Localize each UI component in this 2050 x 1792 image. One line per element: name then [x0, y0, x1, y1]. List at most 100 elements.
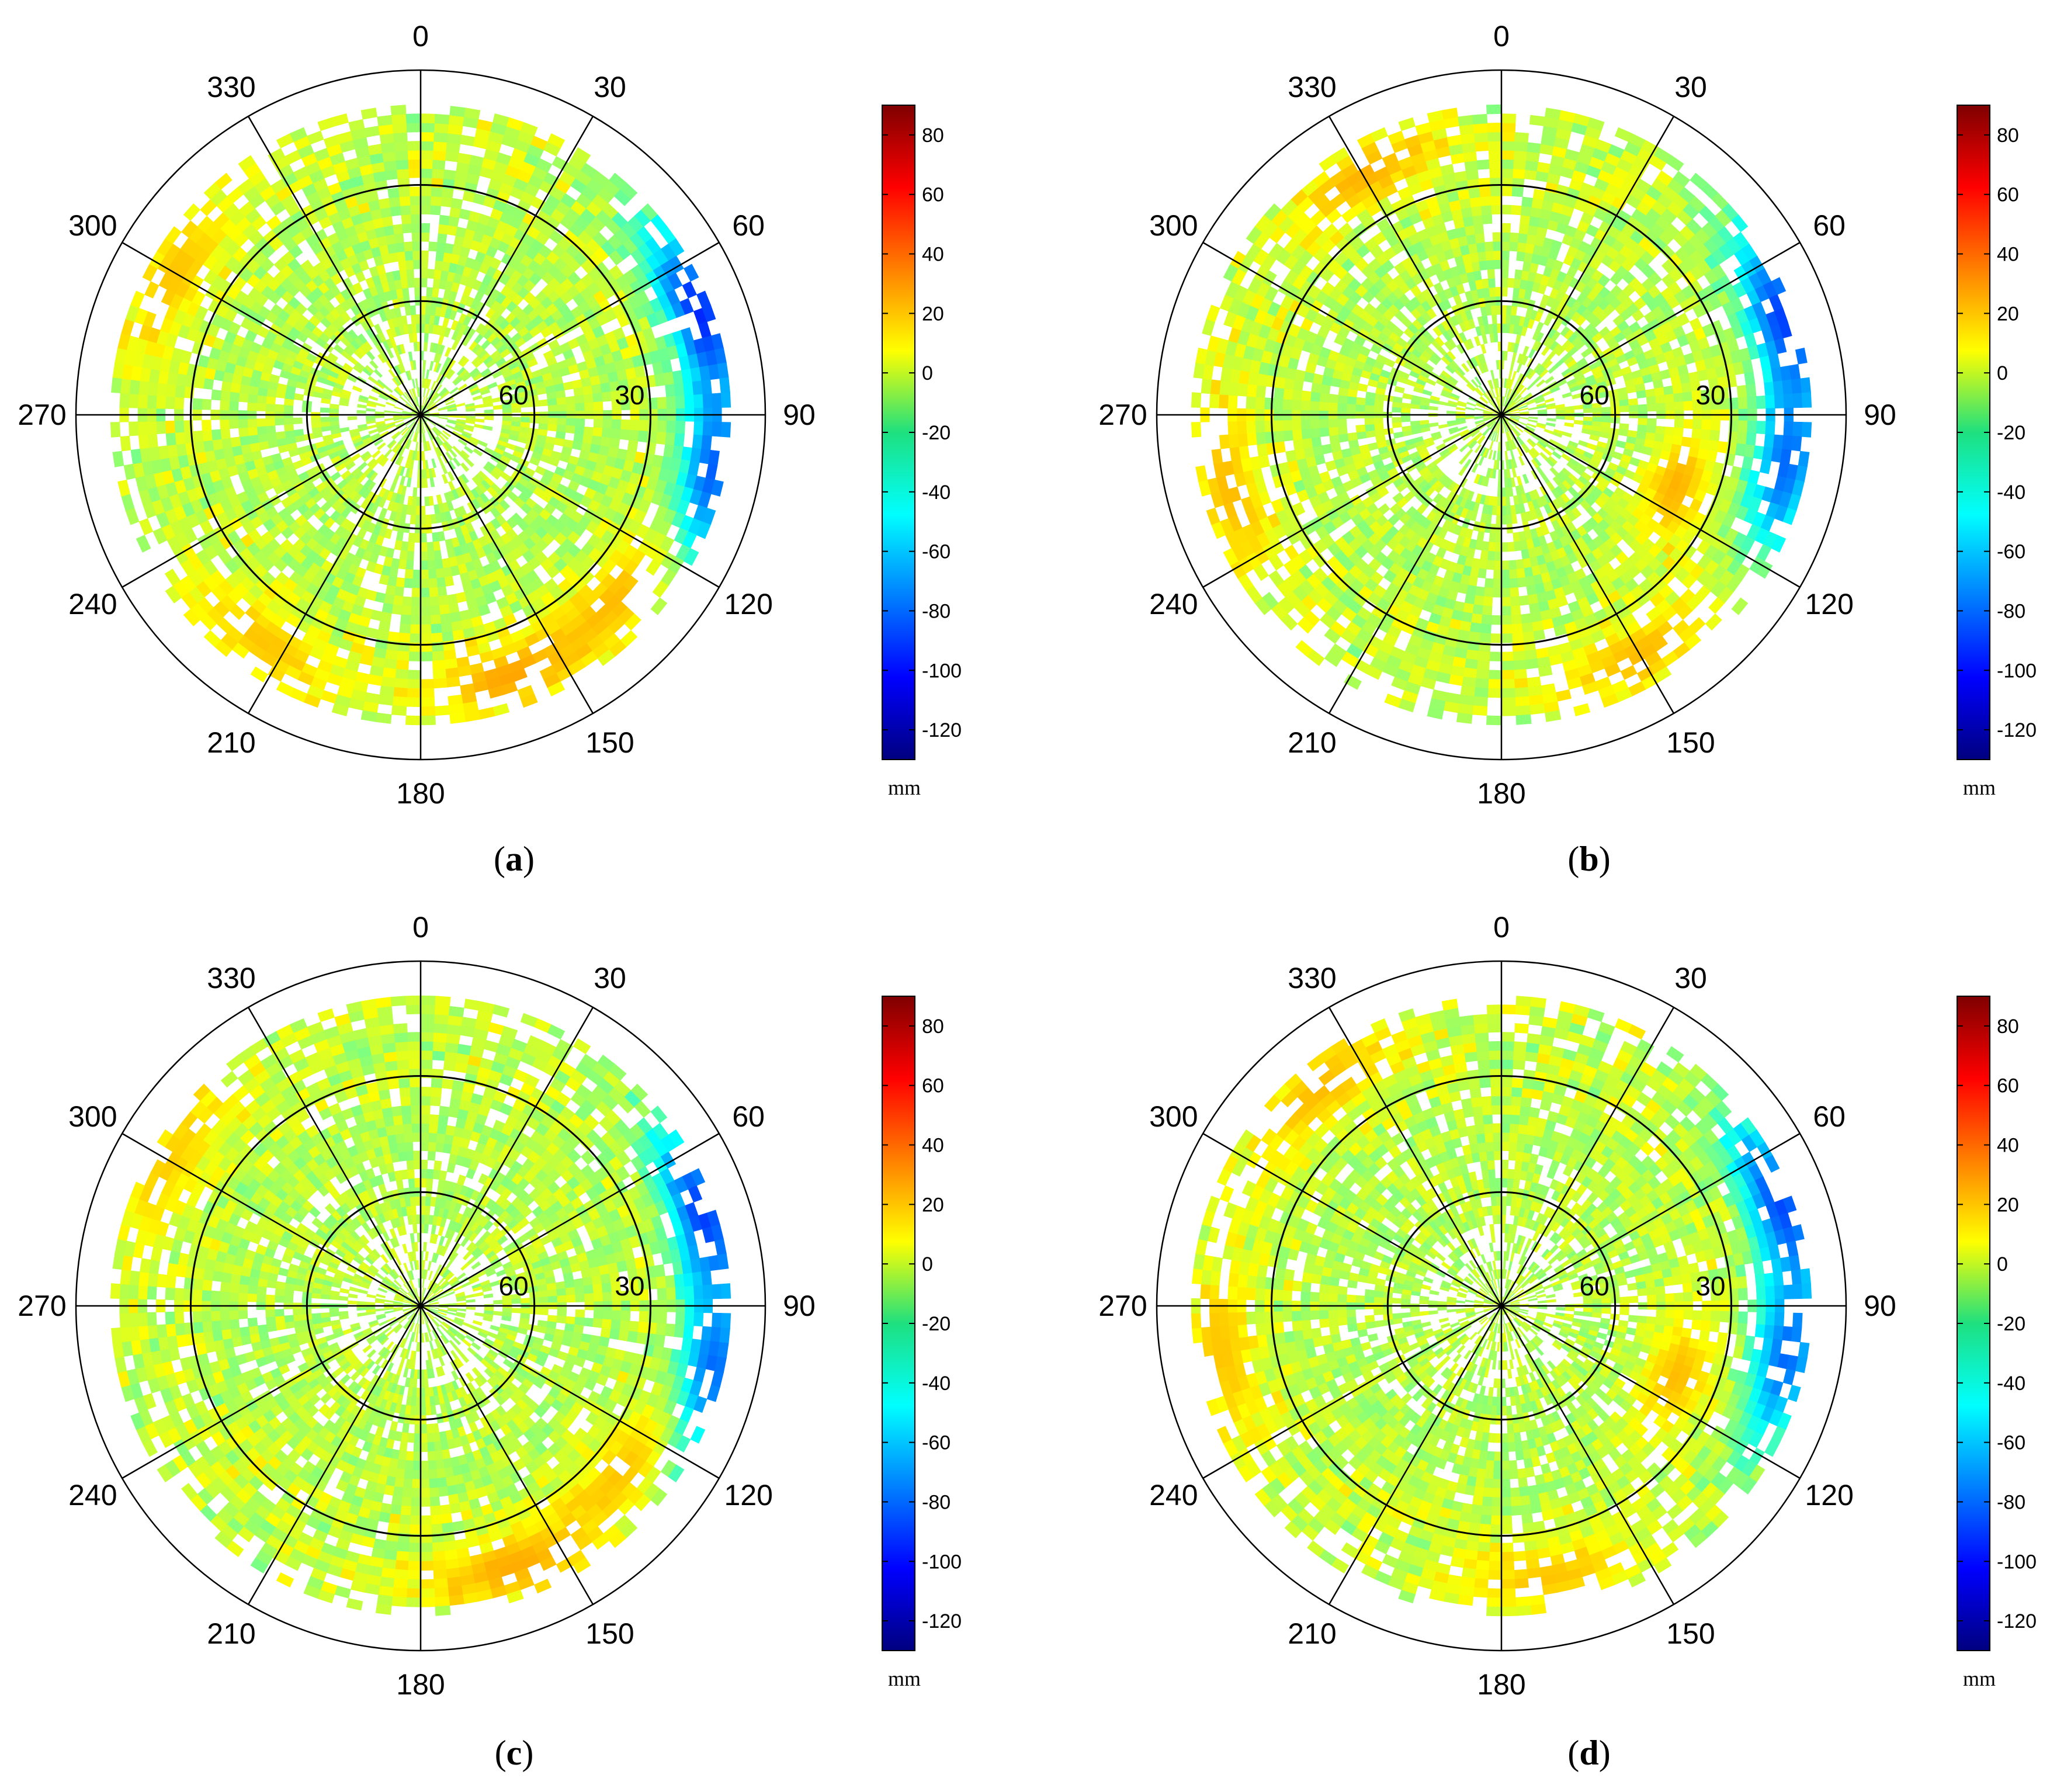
- heatmap-cell: [395, 577, 405, 588]
- heatmap-cell: [165, 432, 176, 446]
- heatmap-cell: [1483, 596, 1493, 606]
- heatmap-cell: [563, 381, 574, 391]
- heatmap-cell: [274, 418, 285, 426]
- heatmap-cell: [405, 259, 414, 270]
- heatmap-cell: [1410, 420, 1420, 427]
- heatmap-cell: [712, 421, 722, 437]
- heatmap-cell: [356, 410, 366, 414]
- colorbar-unit-label: mm: [888, 776, 921, 799]
- heatmap-cell: [432, 532, 439, 542]
- heatmap-cell: [511, 417, 522, 422]
- heatmap-cell: [698, 321, 712, 339]
- heatmap-cell: [165, 396, 175, 410]
- heatmap-cell: [1517, 242, 1527, 253]
- heatmap-cell: [364, 126, 380, 138]
- heatmap-cell: [426, 401, 435, 409]
- heatmap-cell: [601, 428, 612, 438]
- heatmap-cell: [409, 633, 421, 643]
- heatmap-cell: [1508, 370, 1513, 380]
- heatmap-cell: [1672, 435, 1683, 446]
- heatmap-cell: [420, 578, 429, 589]
- heatmap-cell: [425, 369, 430, 380]
- heatmap-cell: [406, 697, 421, 708]
- heatmap-cell: [423, 341, 428, 352]
- heatmap-cell: [627, 439, 639, 452]
- azimuth-tick-label: 330: [207, 71, 255, 103]
- heatmap-cell: [1638, 404, 1648, 412]
- heatmap-cell: [1655, 425, 1666, 435]
- heatmap-cell: [1562, 431, 1572, 438]
- colorbar-tick-label: -20: [922, 422, 951, 444]
- heatmap-cell: [460, 134, 476, 147]
- heatmap-cell: [420, 679, 434, 689]
- heatmap-cell: [1311, 436, 1322, 448]
- heatmap-cell: [1501, 588, 1511, 598]
- azimuth-tick-label: 0: [412, 20, 429, 53]
- heatmap-cell: [220, 428, 231, 439]
- heatmap-cell: [1401, 402, 1411, 409]
- heatmap-cell: [391, 705, 407, 716]
- heatmap-cell: [413, 341, 418, 352]
- heatmap-cell: [474, 418, 485, 423]
- heatmap-cell: [360, 108, 377, 120]
- heatmap-cell: [1400, 417, 1411, 422]
- heatmap-cell: [445, 667, 459, 679]
- heatmap-cell: [1406, 379, 1417, 387]
- heatmap-cell: [414, 287, 421, 297]
- heatmap-cell: [1522, 345, 1529, 356]
- heatmap-cell: [1337, 403, 1347, 411]
- heatmap-cell: [438, 456, 444, 466]
- heatmap-cell: [411, 588, 421, 598]
- heatmap-cell: [547, 417, 558, 425]
- heatmap-cell: [228, 419, 239, 429]
- heatmap-cell: [484, 409, 494, 414]
- heatmap-cell: [674, 383, 685, 397]
- heatmap-cell: [396, 168, 410, 179]
- azimuth-tick-label: 270: [18, 398, 66, 431]
- heatmap-cell: [378, 124, 394, 136]
- heatmap-cell: [369, 360, 379, 370]
- heatmap-cell: [406, 477, 412, 487]
- heatmap-cell: [317, 117, 335, 131]
- heatmap-cell: [1347, 432, 1358, 442]
- heatmap-cell: [422, 360, 426, 370]
- heatmap-cell: [435, 251, 445, 262]
- heatmap-cell: [1501, 569, 1510, 580]
- heatmap-cell: [420, 651, 433, 661]
- heatmap-cell: [420, 615, 431, 625]
- heatmap-cell: [293, 417, 303, 425]
- heatmap-cell: [147, 434, 158, 448]
- heatmap-cell: [410, 204, 421, 215]
- heatmap-cell: [682, 281, 697, 299]
- heatmap-cell: [438, 344, 445, 355]
- heatmap-cell: [412, 578, 421, 589]
- heatmap-cell: [429, 605, 440, 616]
- heatmap-cell: [1337, 425, 1348, 435]
- heatmap-cell: [1461, 375, 1470, 384]
- heatmap-cell: [394, 678, 408, 689]
- heatmap-cell: [201, 398, 212, 410]
- heatmap-cell: [420, 533, 427, 543]
- colorbar-tick-label: 0: [922, 362, 933, 384]
- heatmap-cell: [1683, 400, 1694, 411]
- heatmap-cell: [1494, 542, 1502, 552]
- heatmap-cell: [194, 441, 205, 454]
- heatmap-cell: [1552, 450, 1562, 460]
- heatmap-cell: [693, 421, 704, 436]
- heatmap-cell: [1464, 225, 1476, 236]
- heatmap-cell: [365, 365, 374, 374]
- heatmap-cell: [1365, 424, 1375, 432]
- heatmap-cell: [203, 439, 214, 452]
- azimuth-tick-label: 60: [732, 209, 765, 242]
- heatmap-cell: [634, 365, 646, 379]
- heatmap-cell: [420, 588, 430, 598]
- heatmap-cell: [394, 668, 409, 680]
- heatmap-cell: [432, 168, 445, 179]
- heatmap-cell: [1493, 560, 1502, 570]
- heatmap-cell: [440, 432, 449, 440]
- heatmap-cell: [420, 624, 432, 635]
- heatmap-cell: [1329, 434, 1340, 445]
- heatmap-cell: [1490, 305, 1497, 316]
- heatmap-cell: [408, 168, 421, 178]
